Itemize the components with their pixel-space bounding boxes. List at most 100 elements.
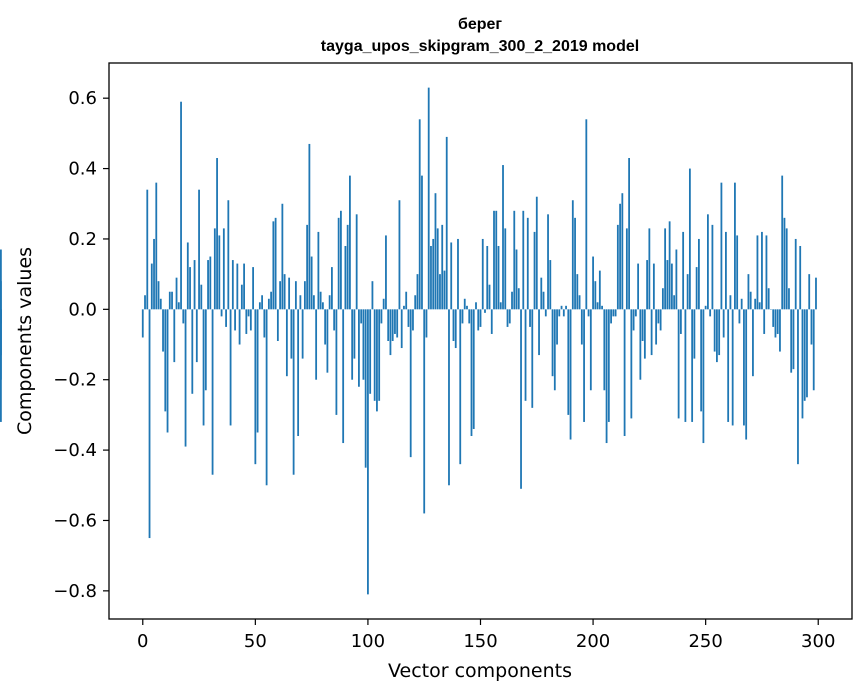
bar bbox=[441, 224, 444, 310]
bar bbox=[243, 263, 245, 310]
bar bbox=[430, 245, 432, 310]
bar bbox=[808, 274, 811, 310]
bar bbox=[0, 249, 2, 310]
bar bbox=[779, 309, 781, 352]
bar bbox=[686, 274, 689, 310]
bar bbox=[670, 263, 673, 310]
bar bbox=[308, 143, 311, 310]
bar bbox=[362, 309, 365, 380]
bar bbox=[394, 309, 396, 334]
bar bbox=[153, 238, 155, 310]
bar bbox=[267, 298, 270, 310]
bar bbox=[643, 309, 646, 359]
bar bbox=[698, 238, 700, 310]
bar bbox=[191, 309, 194, 394]
bar bbox=[454, 309, 457, 349]
bar bbox=[168, 291, 171, 310]
y-tick-label: 0.2 bbox=[68, 229, 97, 250]
bar bbox=[788, 288, 790, 310]
chart-subtitle: tayga_upos_skipgram_300_2_2019 model bbox=[321, 38, 639, 55]
bar bbox=[270, 291, 273, 310]
bar bbox=[312, 295, 315, 310]
bar bbox=[679, 309, 682, 334]
bar bbox=[583, 309, 585, 422]
bar bbox=[303, 281, 306, 310]
bar bbox=[576, 274, 579, 310]
bar bbox=[522, 210, 525, 310]
bar bbox=[166, 309, 169, 433]
bar bbox=[380, 309, 383, 324]
bar bbox=[621, 193, 624, 310]
bar bbox=[655, 309, 658, 345]
bar bbox=[506, 309, 509, 327]
bar bbox=[445, 136, 448, 310]
bar bbox=[646, 260, 649, 310]
bar bbox=[794, 238, 797, 310]
bar bbox=[396, 309, 399, 338]
bar bbox=[204, 309, 207, 391]
bar bbox=[364, 309, 367, 468]
bar bbox=[691, 309, 694, 422]
bar bbox=[389, 309, 392, 356]
bar bbox=[725, 231, 727, 310]
bar bbox=[772, 309, 775, 327]
bar bbox=[193, 260, 196, 310]
bar bbox=[0, 309, 2, 356]
bar bbox=[736, 235, 739, 310]
bar bbox=[353, 309, 356, 359]
bar bbox=[288, 277, 291, 310]
bar bbox=[616, 224, 619, 310]
bar bbox=[659, 309, 662, 331]
bar bbox=[675, 249, 678, 310]
bar bbox=[378, 309, 381, 401]
y-tick-label: −0.4 bbox=[53, 440, 97, 461]
bar bbox=[351, 309, 354, 380]
bar bbox=[294, 281, 297, 310]
bar bbox=[558, 309, 561, 317]
y-axis-ticks: −0.8 −0.6 −0.4 −0.2 0.0 0.2 0.4 0.6 bbox=[53, 88, 109, 602]
bar bbox=[734, 182, 736, 310]
x-tick-label: 300 bbox=[801, 631, 835, 652]
bar bbox=[508, 309, 511, 324]
bar bbox=[639, 309, 642, 380]
bar bbox=[481, 238, 484, 310]
bar bbox=[373, 309, 376, 401]
bar bbox=[403, 305, 405, 310]
bar bbox=[148, 309, 151, 539]
bar bbox=[767, 288, 770, 310]
bar bbox=[184, 309, 187, 447]
bar bbox=[245, 309, 248, 334]
bar bbox=[297, 309, 300, 437]
bar bbox=[542, 291, 545, 310]
bar bbox=[580, 309, 583, 345]
bar bbox=[565, 305, 567, 310]
bar bbox=[815, 277, 817, 310]
x-axis-label: Vector components bbox=[388, 660, 572, 682]
bar bbox=[740, 298, 743, 310]
bar bbox=[540, 277, 543, 310]
bar bbox=[306, 224, 309, 310]
x-tick-label: 0 bbox=[137, 631, 148, 652]
bar bbox=[513, 210, 516, 310]
bar bbox=[713, 309, 716, 352]
bar bbox=[504, 228, 507, 310]
bar bbox=[423, 309, 426, 514]
bar bbox=[459, 309, 462, 465]
bar bbox=[387, 309, 390, 341]
bar bbox=[502, 165, 504, 310]
bar bbox=[159, 298, 162, 310]
bar bbox=[668, 221, 671, 310]
bar bbox=[416, 274, 419, 310]
bar bbox=[326, 309, 329, 373]
bar bbox=[585, 119, 588, 310]
bar bbox=[427, 87, 430, 310]
bar bbox=[792, 309, 795, 370]
bar bbox=[180, 101, 182, 310]
bar bbox=[315, 309, 318, 380]
bar bbox=[776, 309, 779, 334]
bar bbox=[274, 217, 277, 310]
bar bbox=[754, 298, 757, 310]
bar bbox=[200, 284, 203, 310]
bar bbox=[484, 309, 486, 313]
bar bbox=[157, 281, 160, 310]
